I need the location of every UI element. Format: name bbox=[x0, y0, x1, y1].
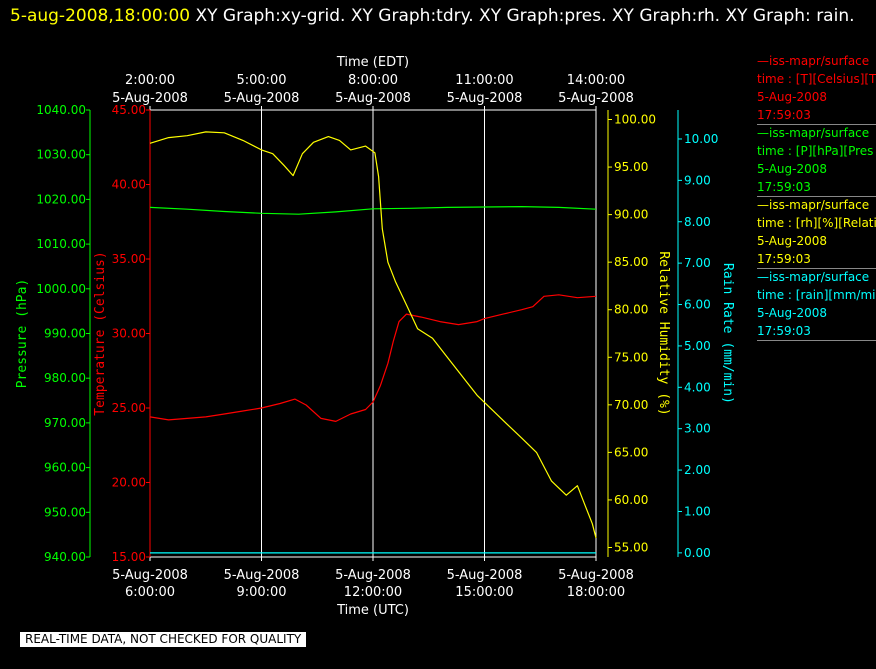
legend-line4: 17:59:03 bbox=[757, 178, 876, 197]
legend-line3: 5-Aug-2008 bbox=[757, 162, 828, 176]
rain-tick-label-9: 9.00 bbox=[684, 173, 711, 187]
rain-tick-label-0: 0.00 bbox=[684, 546, 711, 560]
pressure-tick-label-7: 1010.00 bbox=[36, 237, 86, 251]
temperature-tick-label-2: 25.00 bbox=[112, 401, 146, 415]
pressure-tick-label-4: 980.00 bbox=[44, 371, 86, 385]
series-temperature bbox=[149, 294, 597, 422]
rh-tick-label-1: 60.00 bbox=[614, 493, 648, 507]
legend-line2: time : [rain][mm/min bbox=[757, 288, 876, 302]
top-tick-time-3: 11:00:00 bbox=[455, 73, 513, 88]
rh-tick-label-8: 95.00 bbox=[614, 160, 648, 174]
page-header: 5-aug-2008,18:00:00 XY Graph:xy-grid. XY… bbox=[10, 2, 870, 31]
top-tick-time-2: 8:00:00 bbox=[348, 73, 398, 88]
top-tick-date-0: 5-Aug-2008 bbox=[112, 91, 188, 106]
temperature-tick-label-5: 40.00 bbox=[112, 178, 146, 192]
bottom-tick-date-4: 5-Aug-2008 bbox=[558, 568, 634, 583]
pressure-tick-label-9: 1030.00 bbox=[36, 148, 86, 162]
bottom-tick-time-2: 12:00:00 bbox=[344, 585, 402, 600]
pressure-tick-label-5: 990.00 bbox=[44, 327, 86, 341]
legend-line1: —iss-mapr/surface bbox=[757, 270, 870, 284]
rain-tick-label-10: 10.00 bbox=[684, 132, 718, 146]
legend-line3: 5-Aug-2008 bbox=[757, 234, 828, 248]
temperature-tick-label-3: 30.00 bbox=[112, 327, 146, 341]
temperature-tick-label-0: 15.00 bbox=[112, 550, 146, 564]
rh-tick-label-5: 80.00 bbox=[614, 303, 648, 317]
pressure-tick-label-10: 1040.00 bbox=[36, 103, 86, 117]
bottom-tick-time-1: 9:00:00 bbox=[236, 585, 286, 600]
legend-line3: 5-Aug-2008 bbox=[757, 90, 828, 104]
temperature-tick-label-1: 20.00 bbox=[112, 476, 146, 490]
rh-tick-label-0: 55.00 bbox=[614, 540, 648, 554]
pressure-tick-label-1: 950.00 bbox=[44, 505, 86, 519]
top-axis-title: Time (EDT) bbox=[336, 55, 409, 70]
rh-tick-label-2: 65.00 bbox=[614, 445, 648, 459]
rain-tick-label-3: 3.00 bbox=[684, 422, 711, 436]
quality-notice: REAL-TIME DATA, NOT CHECKED FOR QUALITY bbox=[20, 632, 307, 647]
rain-tick-label-7: 7.00 bbox=[684, 256, 711, 270]
bottom-tick-date-0: 5-Aug-2008 bbox=[112, 568, 188, 583]
rh-tick-label-9: 100.00 bbox=[614, 113, 656, 127]
legend-line2: time : [rh][%][Relati bbox=[757, 216, 876, 230]
pressure-axis-title: Pressure (hPa) bbox=[15, 279, 30, 389]
legend-line4: 17:59:03 bbox=[757, 106, 876, 125]
legend-entry-3: —iss-mapr/surface time : [rain][mm/min 5-A… bbox=[757, 268, 876, 341]
rain-axis-title: Rain Rate (mm/min) bbox=[720, 263, 735, 404]
bottom-tick-date-1: 5-Aug-2008 bbox=[224, 568, 300, 583]
legend-line1: —iss-mapr/surface bbox=[757, 54, 870, 68]
bottom-tick-date-3: 5-Aug-2008 bbox=[447, 568, 523, 583]
rain-tick-label-2: 2.00 bbox=[684, 463, 711, 477]
header-timestamp: 5-aug-2008,18:00:00 bbox=[10, 6, 191, 26]
rh-axis-title: Relative Humidity (%) bbox=[656, 251, 671, 415]
top-tick-date-4: 5-Aug-2008 bbox=[558, 91, 634, 106]
legend-line1: —iss-mapr/surface bbox=[757, 198, 870, 212]
top-tick-time-1: 5:00:00 bbox=[236, 73, 286, 88]
legend-line3: 5-Aug-2008 bbox=[757, 306, 828, 320]
top-tick-time-0: 2:00:00 bbox=[125, 73, 175, 88]
legend-entry-1: —iss-mapr/surface time : [P][hPa][Pres 5-A… bbox=[757, 124, 876, 197]
legend-line2: time : [T][Celsius][T bbox=[757, 72, 876, 86]
header-title: XY Graph:xy-grid. XY Graph:tdry. XY Grap… bbox=[190, 6, 855, 26]
bottom-tick-time-4: 18:00:00 bbox=[567, 585, 625, 600]
top-tick-date-3: 5-Aug-2008 bbox=[447, 91, 523, 106]
bottom-tick-time-0: 6:00:00 bbox=[125, 585, 175, 600]
bottom-tick-date-2: 5-Aug-2008 bbox=[335, 568, 411, 583]
top-tick-date-1: 5-Aug-2008 bbox=[224, 91, 300, 106]
pressure-tick-label-2: 960.00 bbox=[44, 461, 86, 475]
pressure-tick-label-8: 1020.00 bbox=[36, 192, 86, 206]
pressure-tick-label-3: 970.00 bbox=[44, 416, 86, 430]
pressure-tick-label-0: 940.00 bbox=[44, 550, 86, 564]
rain-tick-label-4: 4.00 bbox=[684, 380, 711, 394]
top-tick-date-2: 5-Aug-2008 bbox=[335, 91, 411, 106]
temperature-axis-title: Temperature (Celsius) bbox=[93, 251, 108, 415]
legend-entry-0: —iss-mapr/surface time : [T][Celsius][T 5-… bbox=[757, 52, 876, 125]
rh-tick-label-4: 75.00 bbox=[614, 350, 648, 364]
series-pressure bbox=[149, 206, 597, 215]
pressure-tick-label-6: 1000.00 bbox=[36, 282, 86, 296]
rain-tick-label-1: 1.00 bbox=[684, 504, 711, 518]
temperature-tick-label-4: 35.00 bbox=[112, 252, 146, 266]
rain-tick-label-6: 6.00 bbox=[684, 298, 711, 312]
series-rh bbox=[149, 131, 597, 539]
bottom-axis-title: Time (UTC) bbox=[336, 603, 409, 618]
legend-line1: —iss-mapr/surface bbox=[757, 126, 870, 140]
bottom-tick-time-3: 15:00:00 bbox=[455, 585, 513, 600]
rh-tick-label-3: 70.00 bbox=[614, 398, 648, 412]
legend-line4: 17:59:03 bbox=[757, 250, 876, 269]
rh-tick-label-6: 85.00 bbox=[614, 255, 648, 269]
legend-line2: time : [P][hPa][Pres bbox=[757, 144, 874, 158]
rain-tick-label-5: 5.00 bbox=[684, 339, 711, 353]
rh-tick-label-7: 90.00 bbox=[614, 208, 648, 222]
legend-entry-2: —iss-mapr/surface time : [rh][%][Relati 5-… bbox=[757, 196, 876, 269]
legend-line4: 17:59:03 bbox=[757, 322, 876, 341]
rain-tick-label-8: 8.00 bbox=[684, 215, 711, 229]
temperature-tick-label-6: 45.00 bbox=[112, 103, 146, 117]
top-tick-time-4: 14:00:00 bbox=[567, 73, 625, 88]
